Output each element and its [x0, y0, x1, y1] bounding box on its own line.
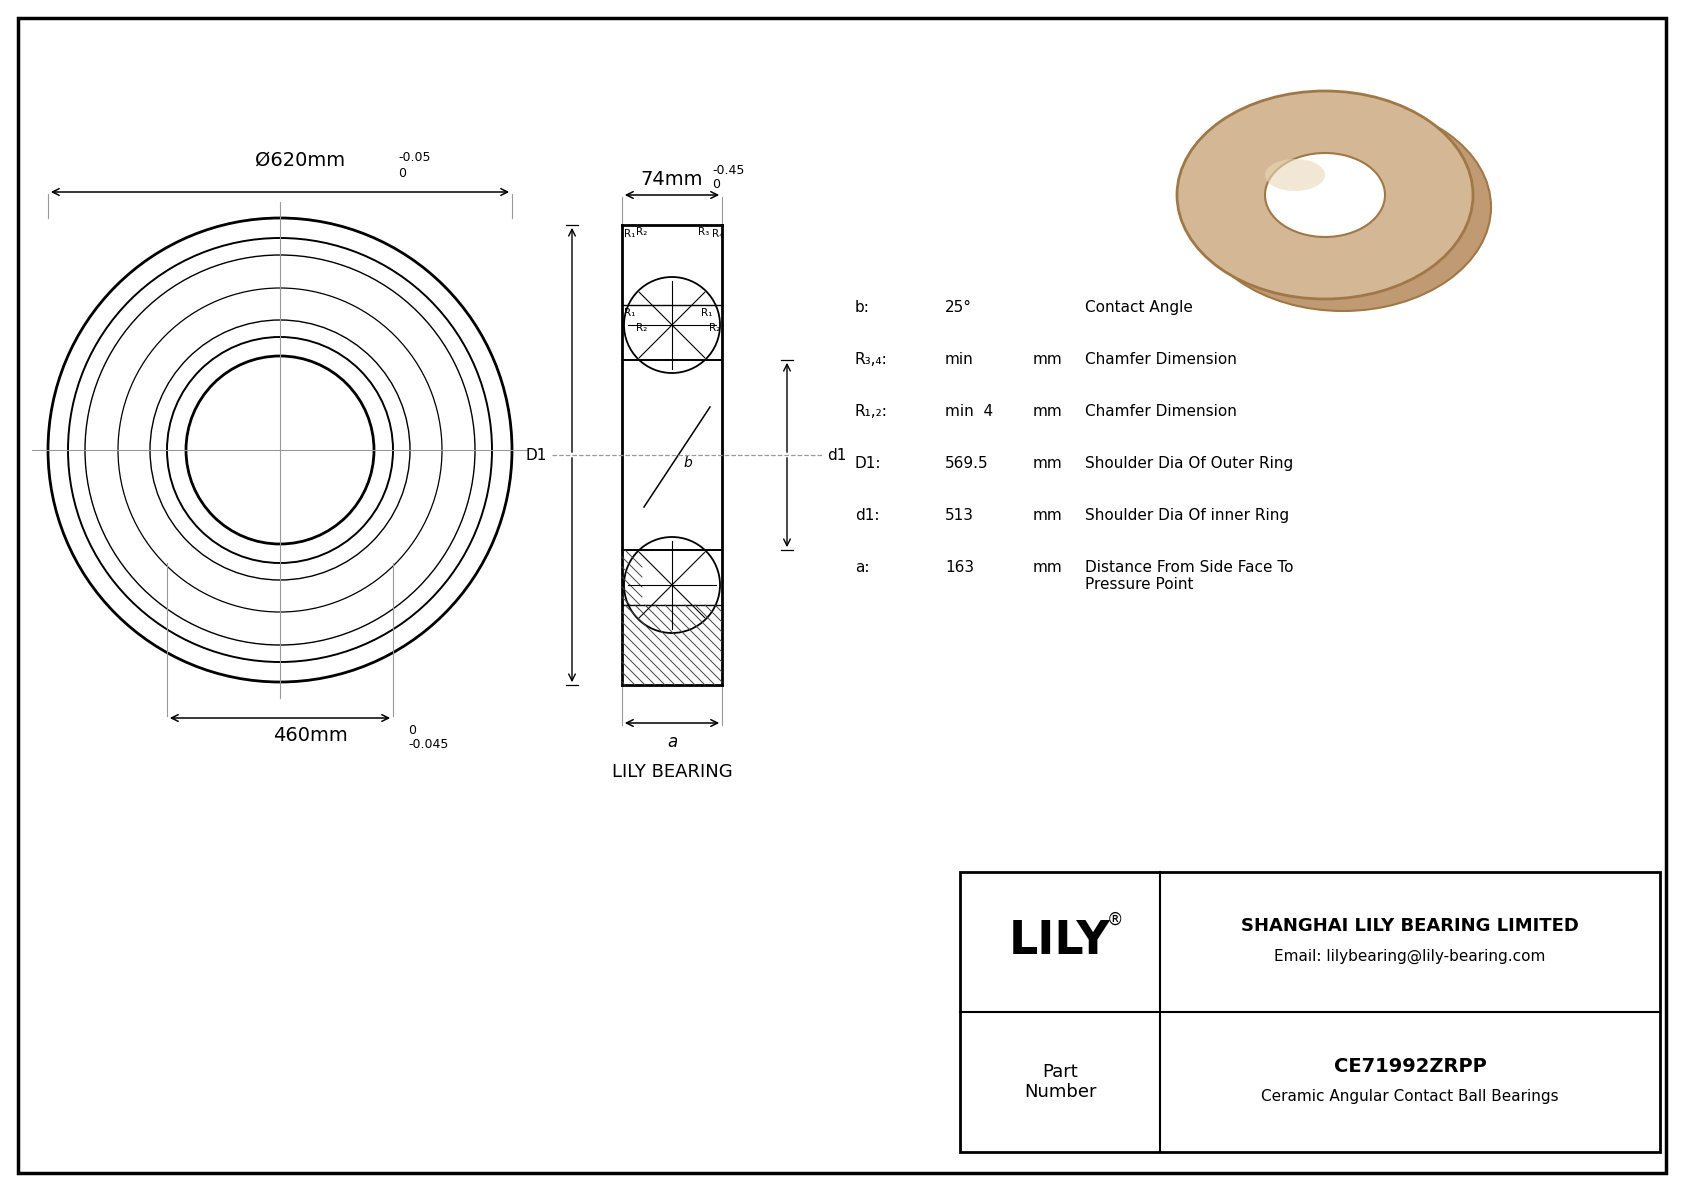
Text: -0.05: -0.05	[397, 151, 431, 164]
Text: Ø620mm: Ø620mm	[254, 151, 345, 170]
Text: Ceramic Angular Contact Ball Bearings: Ceramic Angular Contact Ball Bearings	[1261, 1089, 1559, 1104]
Text: Chamfer Dimension: Chamfer Dimension	[1084, 404, 1236, 419]
Text: Part
Number: Part Number	[1024, 1062, 1096, 1102]
Text: LILY BEARING: LILY BEARING	[611, 763, 733, 781]
Text: a: a	[667, 732, 677, 752]
Text: R₁: R₁	[625, 308, 635, 318]
Text: Chamfer Dimension: Chamfer Dimension	[1084, 353, 1236, 367]
Text: Shoulder Dia Of Outer Ring: Shoulder Dia Of Outer Ring	[1084, 456, 1293, 470]
Text: LILY: LILY	[1009, 919, 1111, 965]
Text: 163: 163	[945, 560, 973, 575]
Text: R₂: R₂	[637, 227, 647, 237]
Text: Contact Angle: Contact Angle	[1084, 300, 1192, 314]
Text: Shoulder Dia Of inner Ring: Shoulder Dia Of inner Ring	[1084, 509, 1290, 523]
Text: b:: b:	[855, 300, 871, 314]
Ellipse shape	[1265, 160, 1325, 191]
Text: mm: mm	[1032, 456, 1063, 470]
Text: R₂: R₂	[709, 323, 721, 333]
Text: 460mm: 460mm	[273, 727, 347, 746]
Text: R₃: R₃	[697, 227, 709, 237]
Text: -0.045: -0.045	[408, 738, 448, 752]
Text: min  4: min 4	[945, 404, 994, 419]
Text: 569.5: 569.5	[945, 456, 989, 470]
Text: Distance From Side Face To
Pressure Point: Distance From Side Face To Pressure Poin…	[1084, 560, 1293, 592]
Text: SHANGHAI LILY BEARING LIMITED: SHANGHAI LILY BEARING LIMITED	[1241, 917, 1580, 935]
Text: 0: 0	[408, 724, 416, 737]
Text: mm: mm	[1032, 353, 1063, 367]
Text: R₄: R₄	[712, 229, 724, 239]
Text: a:: a:	[855, 560, 869, 575]
Text: R₁: R₁	[701, 308, 712, 318]
Text: mm: mm	[1032, 404, 1063, 419]
Text: 25°: 25°	[945, 300, 972, 314]
Text: ®: ®	[1106, 911, 1123, 929]
Text: min: min	[945, 353, 973, 367]
Text: 74mm: 74mm	[640, 170, 704, 189]
Text: 513: 513	[945, 509, 973, 523]
Ellipse shape	[1196, 102, 1490, 311]
Ellipse shape	[1265, 152, 1384, 237]
Text: -0.45: -0.45	[712, 164, 744, 177]
Text: CE71992ZRPP: CE71992ZRPP	[1334, 1056, 1487, 1075]
Text: R₁,₂:: R₁,₂:	[855, 404, 887, 419]
Text: R₁: R₁	[625, 229, 635, 239]
Text: b: b	[684, 456, 692, 470]
Text: mm: mm	[1032, 509, 1063, 523]
Bar	[960, 872, 1660, 1152]
Text: D1:: D1:	[855, 456, 881, 470]
Text: d1:: d1:	[855, 509, 879, 523]
Ellipse shape	[1177, 91, 1474, 299]
Text: mm: mm	[1032, 560, 1063, 575]
Text: D1: D1	[525, 448, 547, 462]
Text: 0: 0	[712, 177, 721, 191]
Ellipse shape	[1285, 167, 1401, 247]
Text: Email: lilybearing@lily-bearing.com: Email: lilybearing@lily-bearing.com	[1275, 948, 1546, 964]
Text: R₂: R₂	[637, 323, 647, 333]
Text: d1: d1	[827, 448, 847, 462]
Text: 0: 0	[397, 167, 406, 180]
Text: R₃,₄:: R₃,₄:	[855, 353, 887, 367]
